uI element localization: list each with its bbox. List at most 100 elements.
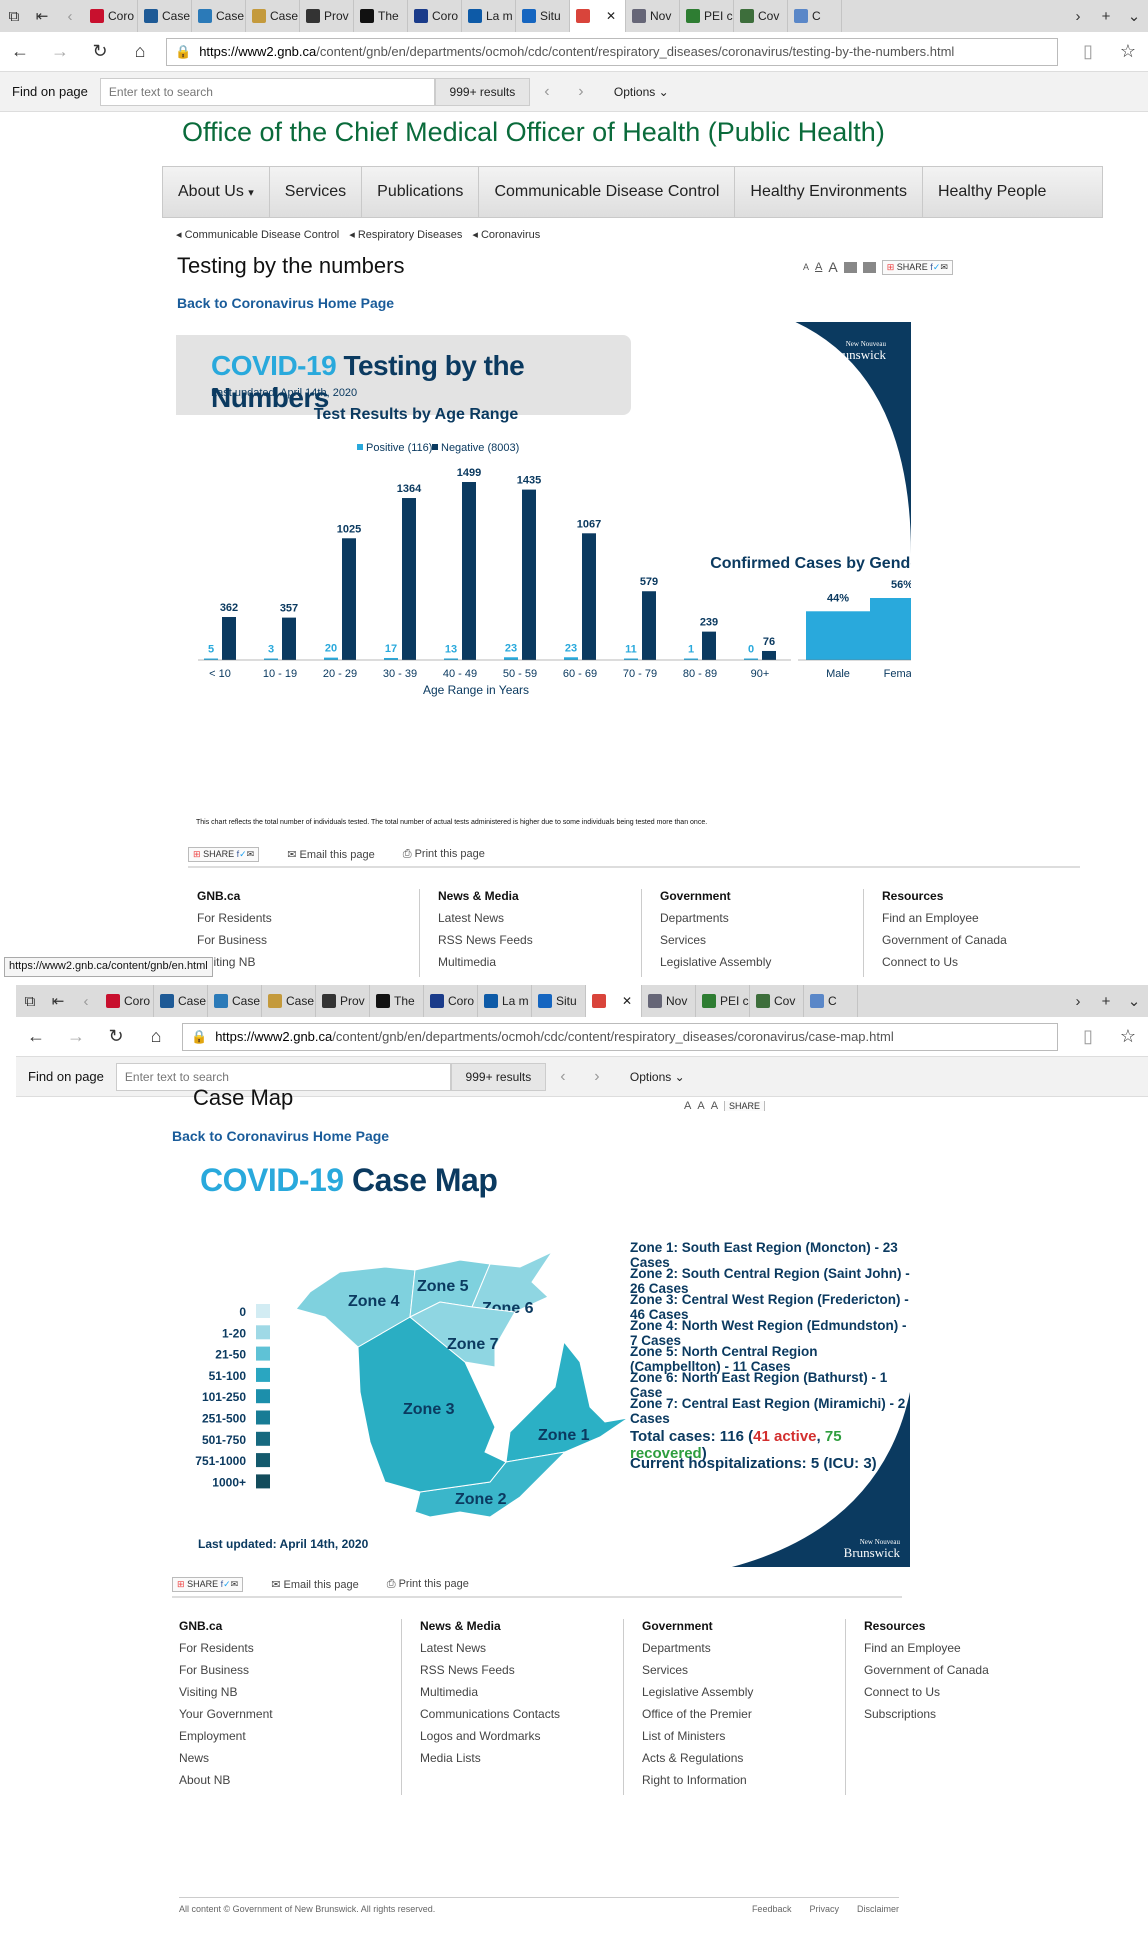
home-icon[interactable]: ⌂ [134, 41, 146, 61]
breadcrumb-respiratory[interactable]: ◂ Respiratory Diseases [349, 229, 463, 241]
text-medium-icon[interactable]: A [697, 1101, 705, 1111]
print-page-link[interactable]: ⎙ Print this page [386, 1578, 469, 1590]
text-small-icon[interactable]: A [803, 262, 810, 272]
favorite-star-icon[interactable]: ☆ [1119, 41, 1137, 61]
footer-link[interactable]: Government of Canada [882, 933, 1007, 947]
browser1-tab-11[interactable]: PEI c [680, 0, 734, 32]
footer-link[interactable]: Legislative Assembly [660, 955, 772, 969]
set-aside-tabs-icon[interactable]: ⇤ [51, 993, 65, 1010]
menu-services[interactable]: Services [270, 167, 363, 217]
new-tab-icon[interactable]: + [1101, 992, 1111, 1010]
browser2-tab-10[interactable]: Nov [642, 985, 696, 1017]
back-to-home-link[interactable]: Back to Coronavirus Home Page [172, 1128, 390, 1144]
footer-link[interactable]: Office of the Premier [642, 1707, 752, 1721]
print-icon[interactable] [862, 261, 876, 273]
footer-link[interactable]: Logos and Wordmarks [420, 1729, 541, 1743]
browser2-tab-7[interactable]: La m [478, 985, 532, 1017]
footer-link[interactable]: Government of Canada [864, 1663, 989, 1677]
footer-link[interactable]: Acts & Regulations [642, 1751, 744, 1765]
email-page-link[interactable]: ✉ Email this page [287, 849, 375, 861]
find-input[interactable]: Enter text to search [99, 77, 435, 106]
scroll-tabs-right-icon[interactable]: › [1075, 992, 1081, 1010]
text-medium-icon[interactable]: A [815, 261, 823, 273]
browser1-tab-7[interactable]: La m [462, 0, 516, 32]
share-button[interactable]: SHARE [724, 1101, 766, 1111]
browser2-tab-2[interactable]: Case [208, 985, 262, 1017]
set-aside-tabs-icon[interactable]: ⇤ [35, 8, 49, 25]
refresh-icon[interactable]: ↻ [108, 1026, 124, 1046]
browser1-tab-13[interactable]: C [788, 0, 842, 32]
menu-healthy-environments[interactable]: Healthy Environments [735, 167, 923, 217]
footer-link[interactable]: Latest News [420, 1641, 487, 1655]
new-tab-icon[interactable]: + [1101, 7, 1111, 25]
browser1-tab-12[interactable]: Cov [734, 0, 788, 32]
close-tab-icon[interactable]: ✕ [606, 9, 617, 23]
reading-view-icon[interactable]: ▯ [1083, 1026, 1093, 1046]
print-page-link[interactable]: ⎙ Print this page [402, 848, 485, 860]
text-large-icon[interactable]: A [828, 259, 838, 275]
footer-link[interactable]: For Residents [179, 1641, 254, 1655]
address-bar[interactable]: 🔒 https://www2.gnb.ca/content/gnb/en/dep… [166, 37, 1058, 66]
breadcrumb-communicable[interactable]: ◂ Communicable Disease Control [176, 229, 340, 241]
footer-link[interactable]: Subscriptions [864, 1707, 937, 1721]
footer-link[interactable]: For Business [179, 1663, 250, 1677]
browser2-tab-9[interactable]: ✕ [586, 985, 642, 1017]
browser1-tab-1[interactable]: Case [138, 0, 192, 32]
browser2-tab-6[interactable]: Coro [424, 985, 478, 1017]
browser1-tab-5[interactable]: The [354, 0, 408, 32]
text-small-icon[interactable]: A [684, 1101, 692, 1111]
back-to-home-link[interactable]: Back to Coronavirus Home Page [177, 295, 395, 311]
browser2-tab-4[interactable]: Prov [316, 985, 370, 1017]
footer-link[interactable]: Your Government [179, 1707, 273, 1721]
tab-actions-icon[interactable]: ⧉ [24, 992, 36, 1010]
menu-about-us[interactable]: About Us ▾ [163, 167, 270, 217]
footer-link[interactable]: Employment [179, 1729, 246, 1743]
forward-arrow-icon[interactable]: → [67, 1026, 85, 1046]
footer-link[interactable]: Visiting NB [197, 955, 256, 969]
browser2-tab-12[interactable]: Cov [750, 985, 804, 1017]
home-icon[interactable]: ⌂ [150, 1026, 162, 1046]
browser1-tab-2[interactable]: Case [192, 0, 246, 32]
browser2-tab-8[interactable]: Situ [532, 985, 586, 1017]
scroll-tabs-left-icon[interactable]: ‹ [67, 7, 73, 25]
share-button-bottom[interactable]: ⊞ SHARE f✓✉ [172, 1577, 244, 1592]
footer-link[interactable]: Communications Contacts [420, 1707, 561, 1721]
footer-link[interactable]: RSS News Feeds [420, 1663, 515, 1677]
footer-link[interactable]: Departments [642, 1641, 711, 1655]
browser2-tab-0[interactable]: Coro [100, 985, 154, 1017]
close-tab-icon[interactable]: ✕ [622, 994, 633, 1008]
bottom-link[interactable]: Feedback [751, 1904, 792, 1914]
browser1-tab-10[interactable]: Nov [626, 0, 680, 32]
browser2-tab-1[interactable]: Case [154, 985, 208, 1017]
find-options-button[interactable]: Options ⌄ [613, 84, 669, 99]
footer-link[interactable]: Connect to Us [882, 955, 959, 969]
browser1-tab-6[interactable]: Coro [408, 0, 462, 32]
browser1-tab-0[interactable]: Coro [84, 0, 138, 32]
footer-link[interactable]: Multimedia [420, 1685, 479, 1699]
footer-link[interactable]: Connect to Us [864, 1685, 941, 1699]
browser1-tab-8[interactable]: Situ [516, 0, 570, 32]
browser2-tab-3[interactable]: Case [262, 985, 316, 1017]
address-bar-2[interactable]: 🔒 https://www2.gnb.ca/content/gnb/en/dep… [182, 1022, 1058, 1051]
scroll-tabs-left-icon[interactable]: ‹ [83, 992, 89, 1010]
bottom-link[interactable]: Privacy [809, 1904, 839, 1914]
text-large-icon[interactable]: A [710, 1101, 719, 1111]
menu-publications[interactable]: Publications [362, 167, 480, 217]
scroll-tabs-right-icon[interactable]: › [1075, 7, 1081, 25]
favorite-star-icon[interactable]: ☆ [1119, 1026, 1137, 1046]
back-arrow-icon[interactable]: ← [11, 41, 29, 61]
tab-list-icon[interactable]: ⌄ [1127, 8, 1141, 25]
menu-communicable-disease-control[interactable]: Communicable Disease Control [479, 167, 736, 217]
footer-link[interactable]: Departments [660, 911, 729, 925]
breadcrumb-coronavirus[interactable]: ◂ Coronavirus [472, 229, 541, 241]
reading-view-icon[interactable]: ▯ [1083, 41, 1093, 61]
browser2-tab-5[interactable]: The [370, 985, 424, 1017]
footer-link[interactable]: List of Ministers [642, 1729, 726, 1743]
back-arrow-icon[interactable]: ← [27, 1026, 45, 1046]
footer-link[interactable]: Legislative Assembly [642, 1685, 754, 1699]
email-page-link[interactable]: ✉ Email this page [271, 1579, 359, 1591]
share-button[interactable]: ⊞ SHARE f✓✉ [881, 259, 953, 275]
browser2-tab-11[interactable]: PEI c [696, 985, 750, 1017]
footer-link[interactable]: For Residents [197, 911, 272, 925]
refresh-icon[interactable]: ↻ [92, 41, 108, 61]
